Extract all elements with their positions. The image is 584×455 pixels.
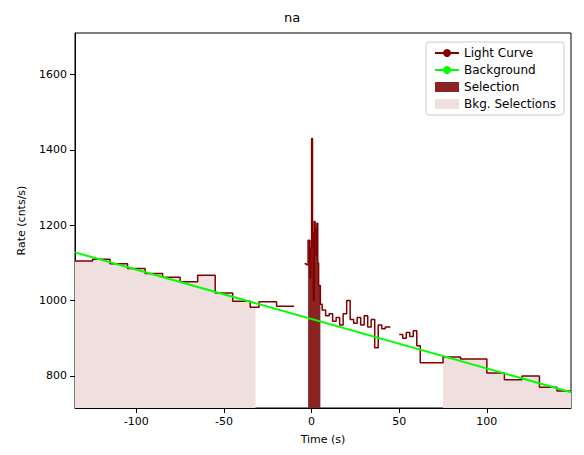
svg-text:-100: -100: [124, 415, 149, 428]
svg-text:Background: Background: [464, 63, 536, 77]
svg-text:na: na: [284, 10, 300, 25]
svg-text:800: 800: [46, 369, 67, 382]
svg-text:50: 50: [392, 415, 406, 428]
svg-text:Time (s): Time (s): [300, 433, 346, 446]
svg-text:1600: 1600: [39, 68, 67, 81]
svg-text:-50: -50: [215, 415, 233, 428]
svg-text:100: 100: [476, 415, 497, 428]
svg-text:Selection: Selection: [464, 80, 519, 94]
svg-text:1400: 1400: [39, 143, 67, 156]
svg-text:1000: 1000: [39, 294, 67, 307]
svg-text:1200: 1200: [39, 219, 67, 232]
svg-text:0: 0: [308, 415, 315, 428]
svg-text:Rate (cnts/s): Rate (cnts/s): [15, 186, 28, 256]
svg-text:Light Curve: Light Curve: [464, 46, 533, 60]
svg-text:Bkg. Selections: Bkg. Selections: [464, 97, 556, 111]
